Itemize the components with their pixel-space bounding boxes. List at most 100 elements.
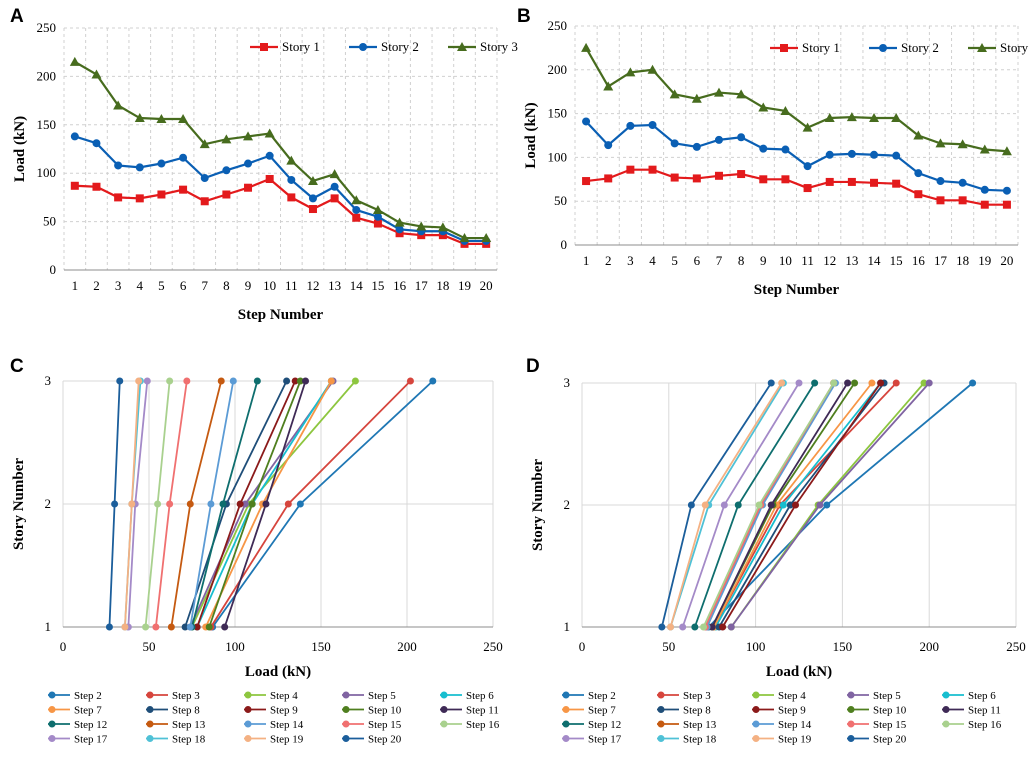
- data-point: [892, 379, 900, 387]
- data-point: [329, 169, 340, 179]
- data-point: [200, 197, 209, 206]
- data-point: [708, 623, 716, 631]
- legend-marker: [562, 735, 570, 742]
- y-tick-label: 200: [37, 68, 57, 83]
- data-point: [111, 500, 119, 508]
- data-point: [892, 151, 901, 160]
- data-point: [824, 112, 835, 122]
- legend-label: Story 3: [480, 39, 518, 54]
- legend-label: Step 9: [778, 705, 806, 717]
- data-point: [727, 623, 735, 631]
- legend-label: Step 14: [270, 719, 304, 731]
- series-line-story-3: [585, 47, 1008, 153]
- y-tick-label: 3: [564, 375, 571, 390]
- data-point: [221, 623, 229, 631]
- data-point: [869, 112, 880, 122]
- data-point: [105, 623, 113, 631]
- data-point: [143, 377, 151, 385]
- data-point: [179, 185, 188, 194]
- legend-label: Step 6: [466, 690, 494, 702]
- data-point: [179, 153, 188, 162]
- chart-c: C 0 50 100 150 200 250 1 2 3 Load (kN) Story Number…: [10, 356, 503, 746]
- legend-marker: [342, 691, 350, 699]
- data-point: [870, 178, 879, 187]
- x-tick-label: 12: [306, 278, 319, 293]
- data-point: [779, 501, 787, 509]
- x-tick-label: 0: [579, 639, 586, 654]
- legend-label: Step 13: [172, 719, 206, 731]
- data-point: [687, 501, 695, 509]
- data-point: [691, 93, 702, 103]
- y-tick-label: 100: [548, 149, 568, 164]
- x-tick-label: 200: [919, 639, 939, 654]
- data-point: [157, 159, 166, 168]
- x-tick-label: 8: [738, 253, 745, 268]
- legend-marker: [562, 691, 570, 699]
- data-point: [803, 162, 812, 171]
- data-point: [70, 181, 79, 190]
- data-point: [670, 173, 679, 182]
- data-point: [372, 204, 383, 214]
- x-tick-label: 18: [436, 278, 449, 293]
- x-tick-label: 17: [934, 253, 948, 268]
- data-point: [166, 500, 174, 508]
- legend-marker: [657, 720, 665, 728]
- legend-marker: [879, 44, 887, 52]
- legend-label: Step 18: [172, 734, 206, 746]
- data-point: [844, 379, 852, 387]
- data-point: [582, 117, 591, 126]
- data-point: [244, 183, 253, 192]
- data-point: [70, 132, 79, 141]
- x-tick-label: 6: [694, 253, 701, 268]
- legend-marker: [942, 706, 950, 713]
- data-point: [1002, 186, 1011, 195]
- legend-label: Story 3: [1000, 40, 1031, 55]
- data-point: [811, 379, 819, 387]
- x-tick-label: 5: [158, 278, 165, 293]
- y-tick-label: 3: [45, 373, 52, 388]
- data-point: [679, 623, 687, 631]
- data-point: [243, 131, 254, 141]
- data-point: [241, 500, 249, 508]
- data-point: [264, 128, 275, 138]
- data-point: [802, 122, 813, 132]
- x-tick-label: 150: [311, 639, 331, 654]
- legend-label: Story 2: [901, 40, 939, 55]
- x-axis-title: Load (kN): [245, 664, 311, 680]
- data-point: [920, 379, 928, 387]
- legend-label: Step 12: [74, 719, 107, 731]
- data-point: [958, 196, 967, 205]
- legend-marker: [260, 43, 268, 51]
- data-point: [870, 150, 879, 159]
- data-point: [219, 500, 227, 508]
- data-point: [913, 130, 924, 140]
- data-point: [778, 379, 786, 387]
- data-point: [308, 205, 317, 214]
- legend-marker: [244, 706, 252, 713]
- data-point: [980, 200, 989, 209]
- data-point: [720, 501, 728, 509]
- data-point: [135, 194, 144, 203]
- data-point: [265, 175, 274, 184]
- data-point: [157, 190, 166, 199]
- legend-marker: [342, 706, 350, 713]
- data-point: [186, 623, 194, 631]
- data-point: [692, 142, 701, 151]
- x-tick-label: 4: [137, 278, 144, 293]
- data-point: [287, 193, 296, 202]
- data-point: [128, 500, 136, 508]
- data-point: [352, 205, 361, 214]
- x-tick-label: 11: [801, 253, 814, 268]
- data-point: [582, 177, 591, 186]
- data-point: [178, 113, 189, 123]
- data-point: [648, 120, 657, 129]
- x-tick-label: 50: [143, 639, 156, 654]
- x-tick-label: 17: [415, 278, 429, 293]
- data-point: [625, 67, 636, 77]
- data-point: [154, 500, 162, 508]
- legend-marker: [847, 720, 855, 728]
- data-point: [736, 89, 747, 99]
- data-point: [980, 185, 989, 194]
- x-tick-label: 16: [393, 278, 407, 293]
- data-point: [207, 500, 215, 508]
